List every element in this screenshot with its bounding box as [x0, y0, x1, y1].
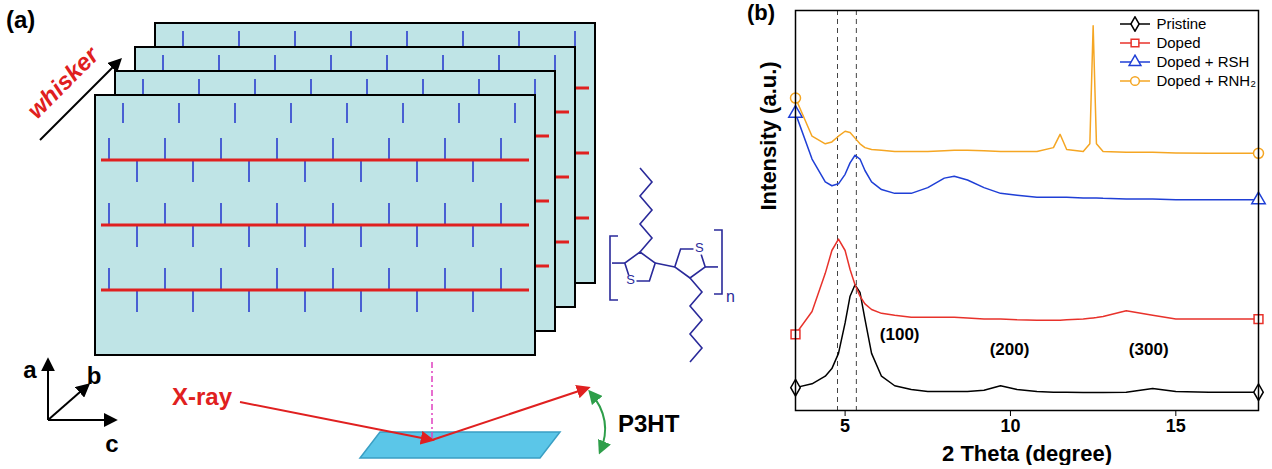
svg-text:P3HT: P3HT [618, 410, 680, 437]
svg-text:(200): (200) [990, 340, 1030, 359]
svg-text:(300): (300) [1129, 340, 1169, 359]
svg-text:10: 10 [1000, 416, 1020, 436]
html-text:Doped + RNH₂: Doped + RNH₂ [1156, 72, 1256, 89]
svg-text:(100): (100) [880, 325, 920, 344]
html-text:Doped: Doped [1156, 34, 1201, 51]
svg-text:(a): (a) [6, 6, 35, 33]
svg-text:S: S [695, 240, 704, 255]
svg-text:c: c [105, 430, 118, 457]
svg-text:S: S [626, 272, 635, 287]
svg-text:b: b [87, 362, 102, 389]
svg-text:5: 5 [840, 416, 850, 436]
svg-text:a: a [23, 356, 37, 383]
svg-text:Intensity (a.u.): Intensity (a.u.) [756, 61, 781, 210]
html-text:Pristine: Pristine [1156, 15, 1207, 32]
html-text:Doped + RSH: Doped + RSH [1156, 53, 1250, 70]
html-text:(b): (b) [747, 0, 776, 25]
svg-text:n: n [726, 288, 735, 305]
svg-text:2 Theta (degree): 2 Theta (degree) [942, 441, 1112, 465]
svg-text:X-ray: X-ray [172, 383, 233, 410]
svg-text:15: 15 [1166, 416, 1186, 436]
svg-text:whisker: whisker [21, 40, 104, 123]
